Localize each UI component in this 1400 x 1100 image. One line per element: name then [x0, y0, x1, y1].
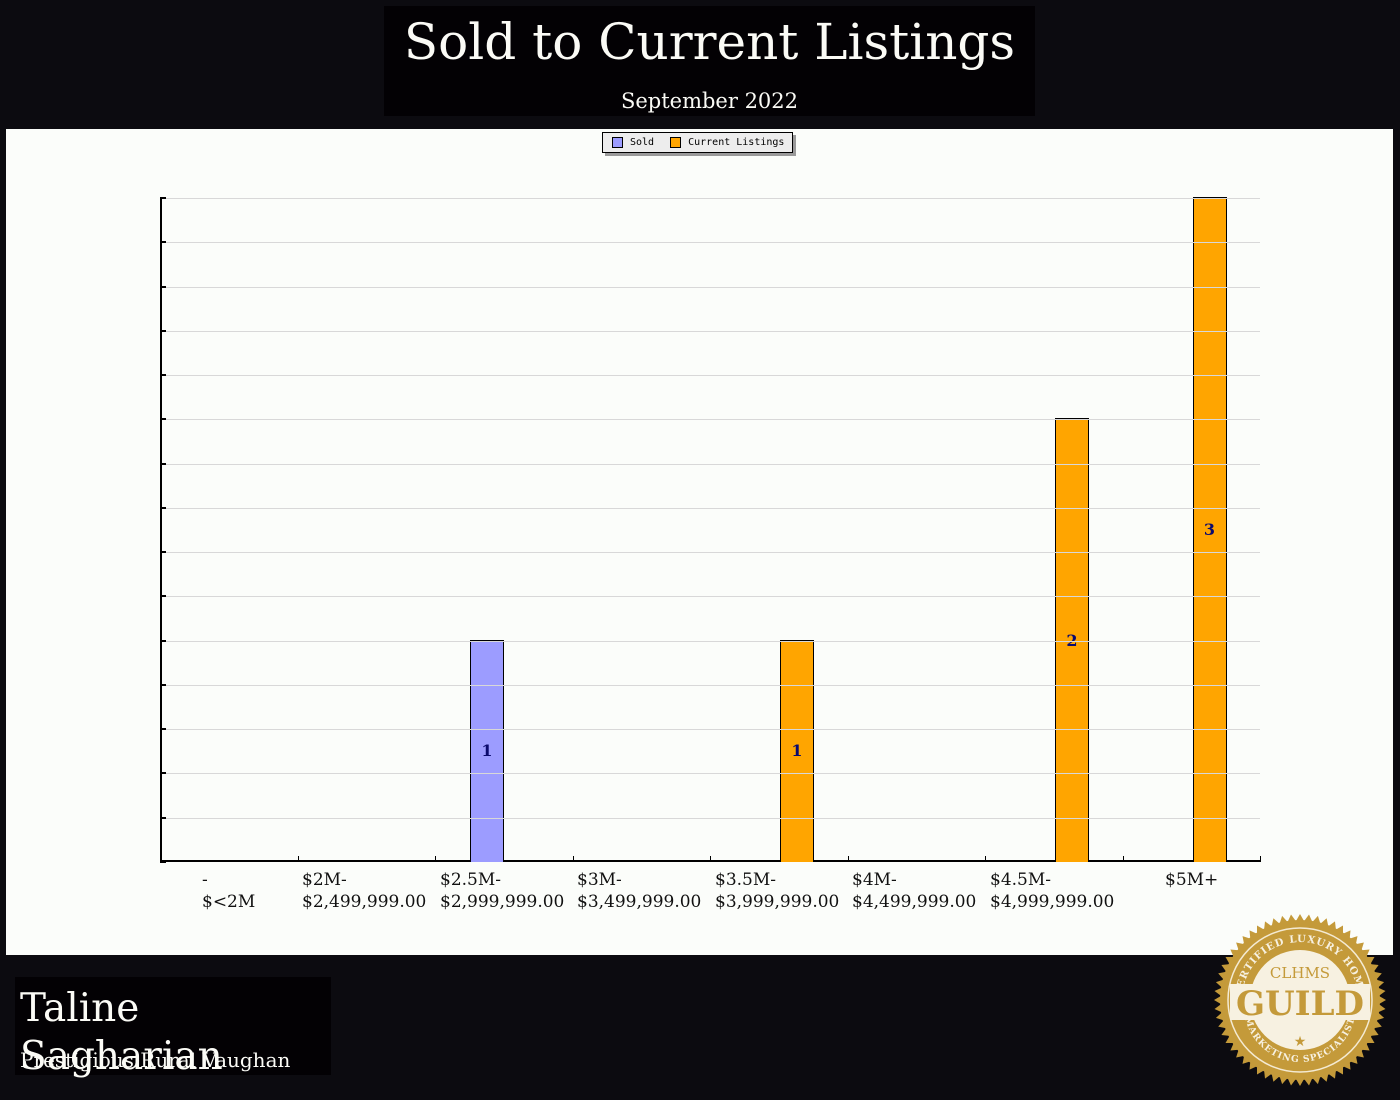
legend-item-sold: Sold [612, 137, 654, 148]
y-tick [160, 329, 166, 332]
y-tick [160, 374, 166, 377]
legend-label-sold: Sold [630, 137, 655, 148]
title-box: Sold to Current Listings September 2022 [384, 6, 1035, 116]
chart-title: Sold to Current Listings [403, 13, 1016, 71]
bar-value-label: 1 [481, 741, 493, 761]
x-label-7: $5M+ [1165, 869, 1218, 891]
gridline [160, 507, 1260, 509]
x-label-line2: $4,999,999.00 [990, 892, 1115, 912]
agent-name: Taline Sagharian [20, 986, 223, 1079]
x-label-0: - $<2M [202, 869, 255, 913]
y-tick [160, 462, 166, 465]
x-label-line1: $2M- [302, 870, 347, 890]
x-label-line1: - [202, 870, 208, 890]
x-label-1: $2M- $2,499,999.00 [302, 869, 426, 913]
y-tick [160, 241, 166, 244]
y-tick [160, 551, 166, 554]
gridline [160, 198, 1260, 199]
y-tick [160, 595, 166, 598]
y-tick [160, 816, 166, 819]
x-tick [1122, 856, 1124, 862]
gridline [160, 817, 1260, 819]
y-tick [160, 772, 166, 775]
legend-swatch-current-listings [670, 137, 682, 148]
chart-legend: Sold Current Listings [602, 132, 794, 153]
y-axis [160, 198, 162, 862]
y-tick [160, 861, 166, 863]
gridline [160, 596, 1260, 598]
bar-sold-2.5M: 1 [470, 639, 504, 862]
x-tick [297, 856, 299, 862]
gridline [160, 330, 1260, 332]
legend-swatch-sold [612, 137, 623, 148]
x-label-2: $2.5M- $2,999,999.00 [440, 869, 564, 913]
x-label-line1: $4M- [852, 870, 897, 890]
gridline [160, 242, 1260, 244]
plot-area: 1 1 2 3 [160, 197, 1261, 863]
x-label-6: $4.5M- $4,999,999.00 [990, 869, 1114, 913]
gridline [160, 773, 1260, 775]
bar-listings-3.5M: 1 [780, 639, 814, 862]
x-label-3: $3M- $3,499,999.00 [577, 869, 701, 913]
bar-listings-5M: 3 [1192, 197, 1227, 862]
gridline [160, 640, 1260, 642]
clhms-guild-badge-icon: CERTIFIED LUXURY HOME MARKETING SPECIALI… [1214, 914, 1386, 1086]
y-tick [160, 639, 166, 642]
x-label-line2: $3,999,999.00 [715, 892, 840, 912]
x-label-4: $3.5M- $3,999,999.00 [715, 869, 839, 913]
bar-value-label: 1 [791, 741, 803, 761]
x-label-line1: $3.5M- [715, 870, 777, 890]
y-tick [160, 506, 166, 509]
svg-text:★: ★ [1294, 1034, 1307, 1050]
x-label-line1: $2.5M- [440, 870, 502, 890]
legend-label-current-listings: Current Listings [688, 137, 785, 148]
x-tick [985, 856, 986, 862]
bar-value-label: 3 [1203, 520, 1216, 539]
x-label-line2: $<2M [202, 892, 256, 912]
gridline [160, 286, 1260, 288]
agent-area: Prestigious Rural Vaughan [20, 1048, 291, 1072]
x-label-line2: $4,499,999.00 [852, 892, 977, 912]
bar-listings-4.5M: 2 [1055, 418, 1089, 862]
y-tick [160, 683, 166, 686]
bar-value-label: 2 [1066, 630, 1078, 650]
gridline [160, 419, 1260, 421]
chart-panel: Sold Current Listings 1 1 2 3 - $<2M $2M… [6, 129, 1393, 955]
x-label-line1: $4.5M- [990, 870, 1052, 890]
gridline [160, 729, 1260, 731]
chart-subtitle: September 2022 [620, 89, 799, 113]
gridline [160, 684, 1260, 686]
x-tick [1260, 856, 1261, 862]
y-tick [160, 728, 166, 731]
x-tick [572, 856, 574, 862]
x-label-5: $4M- $4,499,999.00 [852, 869, 976, 913]
x-tick [435, 856, 436, 862]
x-label-line1: $3M- [577, 870, 622, 890]
gridline [160, 375, 1260, 377]
svg-text:CLHMS: CLHMS [1270, 964, 1330, 982]
svg-text:GUILD: GUILD [1236, 984, 1364, 1024]
agent-info-box: Taline Sagharian Prestigious Rural Vaugh… [15, 977, 331, 1079]
x-label-line2: $3,499,999.00 [577, 892, 702, 912]
y-tick [160, 285, 166, 288]
gridline [160, 552, 1260, 554]
x-tick [710, 856, 711, 862]
x-tick [847, 856, 849, 862]
gridline [160, 463, 1260, 465]
y-tick [160, 197, 166, 199]
x-label-line2: $2,499,999.00 [302, 892, 427, 912]
x-label-line2: $2,999,999.00 [440, 892, 565, 912]
x-label-line1: $5M+ [1165, 870, 1219, 890]
y-tick [160, 418, 166, 421]
legend-item-current-listings: Current Listings [670, 137, 784, 148]
